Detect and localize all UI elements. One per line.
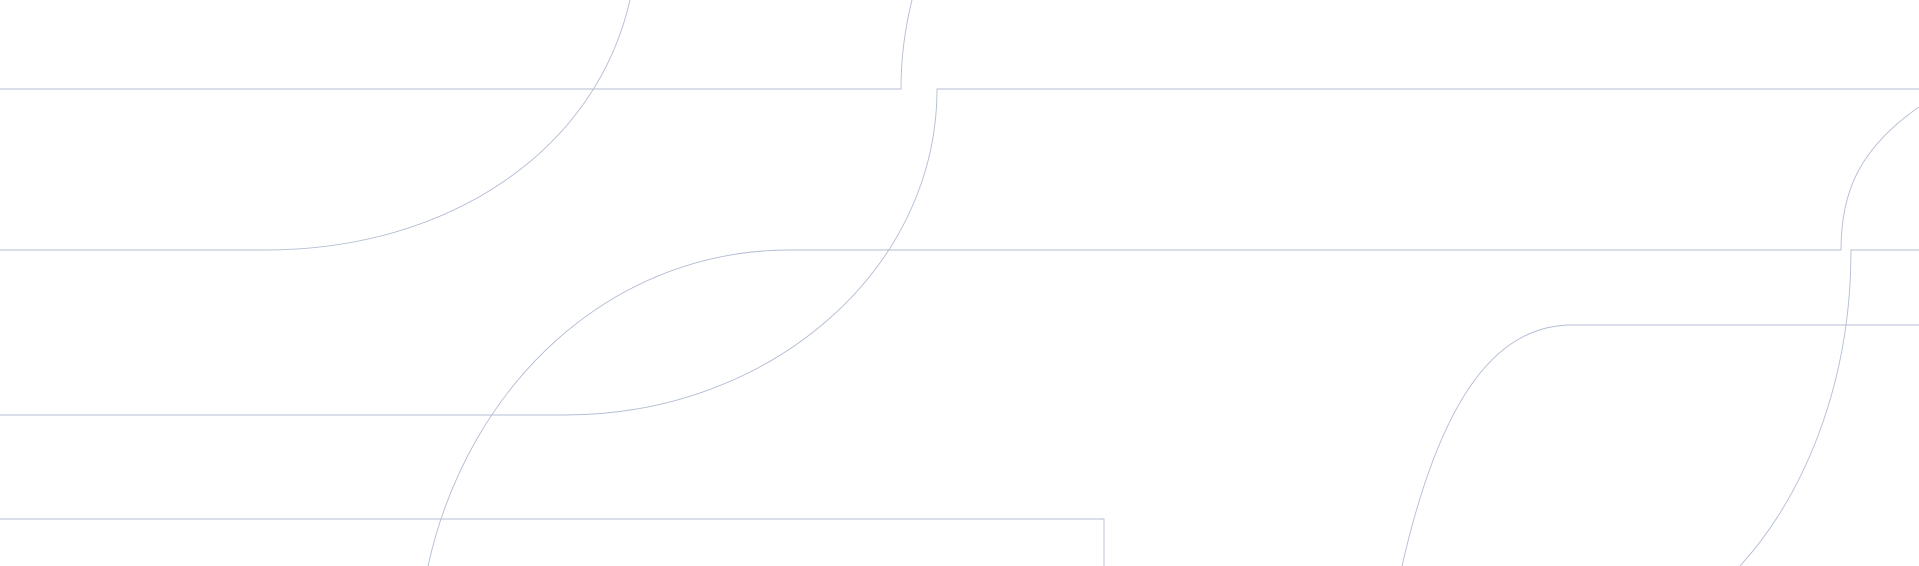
line-upper-right	[0, 88, 1919, 416]
line-bottom	[0, 518, 1105, 566]
arc-lower-right	[1401, 324, 1919, 566]
arc-top-left	[0, 0, 631, 251]
arc-right	[1739, 249, 1919, 566]
line-top	[0, 0, 913, 90]
arc-middle-left	[427, 249, 791, 566]
line-middle	[790, 106, 1919, 251]
